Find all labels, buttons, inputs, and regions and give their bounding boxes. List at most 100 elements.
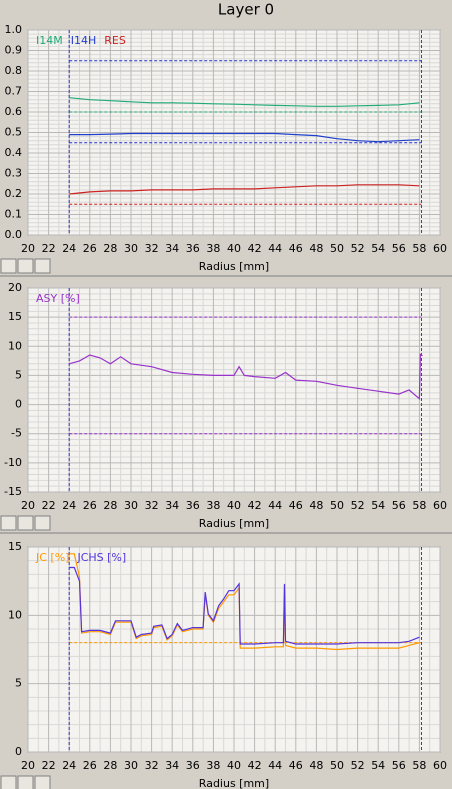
legend-entry: I14M xyxy=(36,34,63,47)
tool-button[interactable] xyxy=(34,775,51,789)
y-tick-label: 0.6 xyxy=(5,105,23,118)
x-tick-label: 32 xyxy=(145,242,159,255)
x-tick-label: 26 xyxy=(83,242,97,255)
series-line xyxy=(69,97,420,107)
x-axis-label: Radius [mm] xyxy=(199,517,269,530)
x-tick-label: 48 xyxy=(309,499,323,512)
x-tick-label: 56 xyxy=(392,499,406,512)
x-tick-label: 22 xyxy=(42,499,56,512)
x-tick-label: 24 xyxy=(62,759,76,772)
series-line xyxy=(69,353,423,400)
x-tick-label: 40 xyxy=(227,759,241,772)
x-tick-label: 38 xyxy=(206,242,220,255)
y-tick-label: 0.2 xyxy=(5,187,23,200)
y-tick-label: 0.9 xyxy=(5,44,23,57)
x-tick-label: 42 xyxy=(248,499,262,512)
x-tick-label: 32 xyxy=(145,759,159,772)
y-tick-label: 15 xyxy=(8,540,22,553)
x-tick-label: 36 xyxy=(186,759,200,772)
x-tick-label: 46 xyxy=(289,242,303,255)
y-tick-label: 0 xyxy=(15,398,22,411)
x-tick-label: 24 xyxy=(62,499,76,512)
x-tick-label: 56 xyxy=(392,759,406,772)
series-line xyxy=(69,184,420,195)
x-tick-label: 54 xyxy=(371,242,385,255)
x-tick-label: 38 xyxy=(206,499,220,512)
x-tick-label: 60 xyxy=(433,499,447,512)
x-tick-label: 20 xyxy=(21,242,35,255)
x-tick-label: 52 xyxy=(351,499,365,512)
x-tick-label: 58 xyxy=(412,759,426,772)
x-tick-label: 42 xyxy=(248,242,262,255)
x-tick-label: 36 xyxy=(186,242,200,255)
y-tick-label: 0.0 xyxy=(5,228,23,241)
x-tick-label: 50 xyxy=(330,499,344,512)
legend-entry: JCHS [%] xyxy=(76,551,126,564)
x-tick-label: 54 xyxy=(371,759,385,772)
x-tick-label: 58 xyxy=(412,242,426,255)
y-tick-label: 1.0 xyxy=(5,23,23,36)
y-tick-label: 20 xyxy=(8,281,22,294)
x-tick-label: 28 xyxy=(103,499,117,512)
x-tick-label: 30 xyxy=(124,759,138,772)
x-axis-label: Radius [mm] xyxy=(199,260,269,273)
x-tick-label: 52 xyxy=(351,759,365,772)
legend-entry: RES xyxy=(104,34,126,47)
x-tick-label: 52 xyxy=(351,242,365,255)
x-tick-label: 30 xyxy=(124,499,138,512)
x-tick-label: 36 xyxy=(186,499,200,512)
x-tick-label: 42 xyxy=(248,759,262,772)
x-tick-label: 20 xyxy=(21,759,35,772)
x-tick-label: 34 xyxy=(165,499,179,512)
tool-button[interactable] xyxy=(17,775,34,789)
x-tick-label: 48 xyxy=(309,759,323,772)
x-tick-label: 50 xyxy=(330,759,344,772)
y-tick-label: -15 xyxy=(4,485,22,498)
tool-button[interactable] xyxy=(0,775,17,789)
series-line xyxy=(69,566,420,645)
tool-button[interactable] xyxy=(34,515,51,531)
x-tick-label: 44 xyxy=(268,242,282,255)
x-tick-label: 46 xyxy=(289,759,303,772)
tool-button[interactable] xyxy=(34,258,51,274)
x-tick-label: 28 xyxy=(103,242,117,255)
y-tick-label: 15 xyxy=(8,310,22,323)
x-tick-label: 28 xyxy=(103,759,117,772)
tool-button[interactable] xyxy=(0,515,17,531)
x-tick-label: 44 xyxy=(268,499,282,512)
x-axis-label: Radius [mm] xyxy=(199,777,269,789)
tool-button[interactable] xyxy=(17,515,34,531)
y-tick-label: 0 xyxy=(15,745,22,758)
y-tick-label: 0.8 xyxy=(5,64,23,77)
y-tick-label: 0.4 xyxy=(5,146,23,159)
x-tick-label: 40 xyxy=(227,242,241,255)
y-tick-label: 10 xyxy=(8,339,22,352)
y-tick-label: 0.5 xyxy=(5,126,23,139)
legend-entry: JC [%] xyxy=(35,551,69,564)
x-tick-label: 48 xyxy=(309,242,323,255)
y-tick-label: -10 xyxy=(4,456,22,469)
title: Layer 0 xyxy=(218,1,274,19)
x-tick-label: 40 xyxy=(227,499,241,512)
y-tick-label: 0.1 xyxy=(5,208,23,221)
series-line xyxy=(69,132,420,143)
x-tick-label: 38 xyxy=(206,759,220,772)
tool-button[interactable] xyxy=(0,258,17,274)
x-tick-label: 56 xyxy=(392,242,406,255)
x-tick-label: 26 xyxy=(83,759,97,772)
tool-button[interactable] xyxy=(17,258,34,274)
y-tick-label: 10 xyxy=(8,608,22,621)
x-tick-label: 34 xyxy=(165,759,179,772)
y-tick-label: 5 xyxy=(15,677,22,690)
legend-entry: ASY [%] xyxy=(36,292,80,305)
y-tick-label: 0.7 xyxy=(5,85,23,98)
x-tick-label: 60 xyxy=(433,759,447,772)
x-tick-label: 26 xyxy=(83,499,97,512)
x-tick-label: 32 xyxy=(145,499,159,512)
x-tick-label: 44 xyxy=(268,759,282,772)
x-tick-label: 58 xyxy=(412,499,426,512)
x-tick-label: 34 xyxy=(165,242,179,255)
x-tick-label: 50 xyxy=(330,242,344,255)
y-tick-label: -5 xyxy=(11,427,22,440)
